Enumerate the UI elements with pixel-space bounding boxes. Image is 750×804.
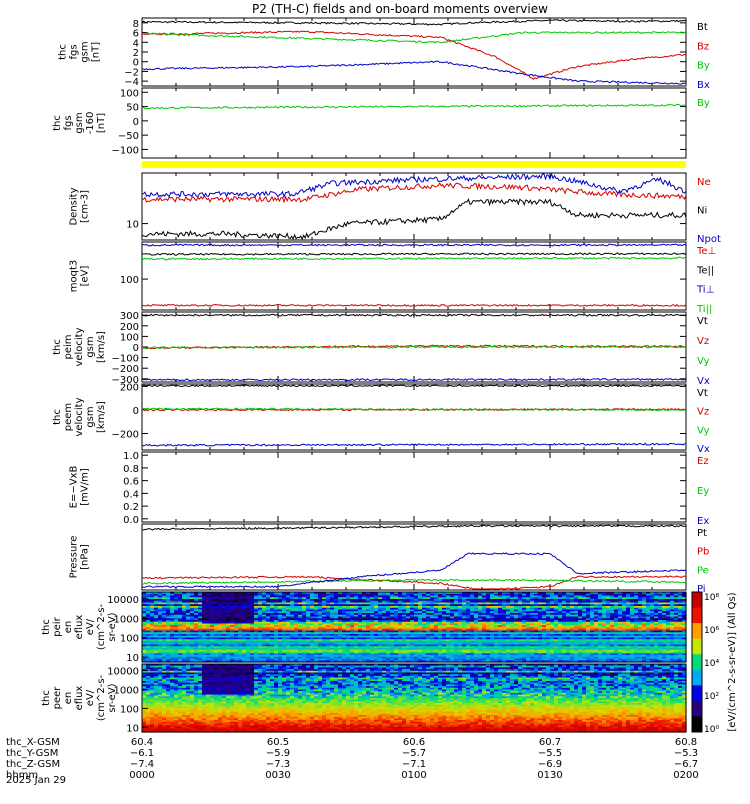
legend-entry-density: Ne <box>697 177 711 188</box>
legend-entry-temp: Te|| <box>696 265 714 276</box>
series-line-density-blue <box>142 174 686 197</box>
legend-entry-fgs: Bt <box>697 22 708 33</box>
y-tick-label-efield: 0.6 <box>123 477 139 488</box>
heatmap-cells-peir <box>142 592 687 663</box>
legend-entry-ve: Vt <box>697 388 708 399</box>
y-axis-label-peir: peir <box>52 616 63 636</box>
y-axis-label-peir: (cm^2-s- <box>96 603 107 650</box>
y-axis-label-ve: peem <box>63 403 74 431</box>
y-tick-label-efield: 0.4 <box>123 489 139 500</box>
legend-entry-temp: Ti|| <box>696 304 712 315</box>
legend-entry-fgs: Bx <box>697 80 710 91</box>
y-axis-label-fgs: fgs <box>69 44 80 59</box>
y-tick-label-efield: 1.0 <box>123 451 139 462</box>
y-tick-label-vi: −200 <box>112 364 139 375</box>
legend-entry-efield: Ey <box>697 486 709 497</box>
legend-entry-density: Ni <box>697 206 707 217</box>
y-axis-label-density: Density <box>69 187 80 225</box>
y-axis-label-ve: [km/s] <box>96 401 107 433</box>
y-tick-label-fgs160: 100 <box>120 88 139 99</box>
panel-frame-efield <box>142 452 686 522</box>
legend-entry-ve: Vx <box>697 444 710 455</box>
y-tick-label-temp: 100 <box>120 275 139 286</box>
y-tick-label-vi: −100 <box>112 354 139 365</box>
legend-entry-pressure: Pe <box>697 565 709 576</box>
y-axis-label-peir: eflux <box>74 615 85 640</box>
legend-entry-pressure: Pt <box>697 528 707 539</box>
y-axis-label-peir: eV/ <box>85 618 96 635</box>
legend-entry-density: Npot <box>697 234 721 245</box>
panel-frame-fgs <box>142 18 686 86</box>
legend-entry-ve: Vz <box>697 407 709 418</box>
y-axis-label-temp: [eV] <box>80 266 91 287</box>
y-tick-label-ve: 200 <box>120 382 139 393</box>
legend-entry-vi: Vt <box>697 316 708 327</box>
legend-entry-temp: Te⊥ <box>696 246 716 257</box>
y-axis-label-fgs160: thc <box>52 115 63 131</box>
y-axis-label-vi: thc <box>52 339 63 355</box>
y-axis-label-fgs160: gsm <box>74 112 85 133</box>
y-axis-label-efield: [mV/m] <box>80 468 91 506</box>
y-tick-label-vi: 300 <box>120 311 139 322</box>
y-tick-label-ve: −200 <box>112 430 139 441</box>
panel-frame-ve <box>142 384 686 450</box>
y-axis-label-fgs: [nT] <box>91 42 102 62</box>
y-axis-label-pressure: [nPa] <box>80 544 91 570</box>
y-tick-label-vi: 200 <box>120 322 139 333</box>
y-tick-label-fgs: −4 <box>124 77 139 88</box>
plot-title: P2 (TH-C) fields and on-board moments ov… <box>252 2 548 16</box>
y-axis-label-fgs160: fgs <box>63 115 74 130</box>
y-axis-label-vi: [km/s] <box>96 331 107 363</box>
y-tick-label-fgs160: 50 <box>126 103 139 114</box>
y-axis-label-vi: gsm <box>85 336 96 357</box>
y-axis-label-fgs: thc <box>58 44 69 60</box>
legend-entry-ve: Vy <box>697 425 710 436</box>
y-axis-label-temp: moqt3 <box>69 260 80 293</box>
series-line-fgs-red <box>142 31 686 79</box>
series-line-density-black <box>142 199 686 239</box>
legend-entry-vi: Vx <box>697 376 710 387</box>
y-tick-label-vi: 0 <box>133 343 139 354</box>
y-tick-label-vi: 100 <box>120 332 139 343</box>
y-axis-label-efield: E=−VxB <box>69 466 80 509</box>
y-axis-label-fgs160: [nT] <box>96 113 107 133</box>
panel-frame-fgs160 <box>142 88 686 158</box>
y-axis-label-fgs: gsm <box>80 41 91 62</box>
legend-entry-temp: Ti⊥ <box>696 285 714 296</box>
y-tick-label-efield: 0.0 <box>123 515 139 526</box>
series-line-fgs160-green <box>142 104 686 108</box>
y-axis-label-peir: en <box>63 621 74 634</box>
legend-entry-fgs: By <box>697 61 710 72</box>
legend-entry-vi: Vy <box>697 356 710 367</box>
panel-frame-temp <box>142 242 686 310</box>
y-axis-label-peir: thc <box>41 619 52 635</box>
y-axis-label-vi: velocity <box>74 327 85 366</box>
y-axis-label-ve: velocity <box>74 397 85 436</box>
y-axis-label-ve: gsm <box>85 406 96 427</box>
panel-frame-density <box>142 173 686 240</box>
y-tick-label-ve: 0 <box>133 406 139 417</box>
y-tick-label-efield: 0.8 <box>123 464 139 475</box>
y-tick-label-fgs160: −100 <box>112 145 139 156</box>
y-axis-label-fgs160: -160 <box>85 112 96 135</box>
y-axis-label-ve: thc <box>52 409 63 425</box>
series-line-temp-green <box>142 257 686 260</box>
legend-entry-efield: Ez <box>697 456 709 467</box>
y-axis-label-pressure: Pressure <box>69 536 80 579</box>
y-axis-label-density: [cm-3] <box>80 190 91 223</box>
y-tick-label-fgs160: −50 <box>118 131 139 142</box>
legend-entry-vi: Vz <box>697 336 709 347</box>
legend-entry-efield: Ex <box>697 516 709 527</box>
legend-entry-fgs: Bz <box>697 41 709 52</box>
y-axis-label-vi: peim <box>63 334 74 359</box>
y-tick-label-fgs160: 0 <box>133 117 139 128</box>
y-tick-label-density: 10 <box>126 220 139 231</box>
y-tick-label-efield: 0.2 <box>123 502 139 513</box>
legend-entry-pressure: Pb <box>697 547 709 558</box>
series-line-temp-black <box>142 253 686 255</box>
legend-entry-fgs160: By <box>697 98 710 109</box>
